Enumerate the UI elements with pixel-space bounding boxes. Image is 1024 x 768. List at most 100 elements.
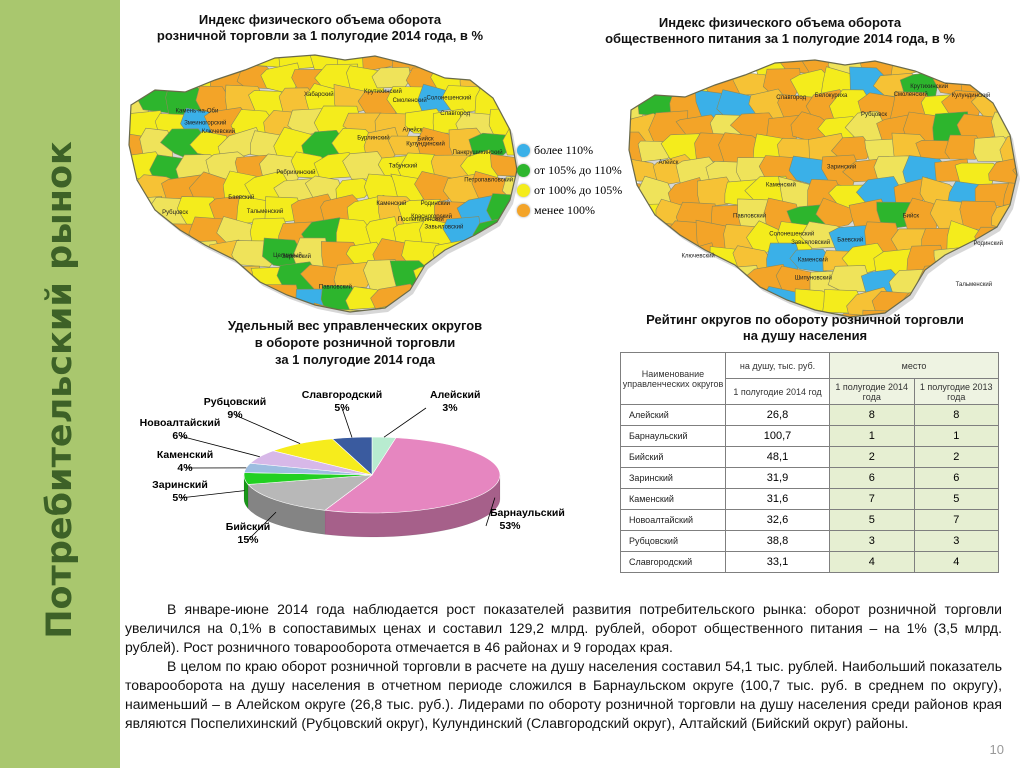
- pie-value-label: 15%: [237, 534, 259, 546]
- legend-label: от 100% до 105%: [534, 182, 623, 197]
- rating-place-2014: 7: [829, 488, 915, 510]
- map-label: Славгород: [440, 111, 470, 117]
- page-number: 10: [989, 742, 1004, 757]
- map-label: Тальменский: [247, 208, 283, 215]
- map-label: Кулундинский: [406, 140, 445, 147]
- map-label: Алейск: [659, 159, 679, 166]
- map-label: Тальменский: [956, 281, 992, 288]
- map-label: Баевский: [837, 237, 863, 244]
- header-period-1: 1 полугодие 2014 год: [725, 378, 830, 405]
- rating-place-2014: 8: [829, 404, 915, 426]
- map-label: Смоленский: [894, 91, 928, 98]
- pie-leader-line: [247, 511, 277, 541]
- legend-item: более 110%: [517, 140, 637, 160]
- map-label: Крутихинский: [910, 83, 948, 90]
- pie-category-label: Каменский: [157, 449, 213, 461]
- pie-value-label: 5%: [172, 492, 188, 504]
- legend-swatch: [517, 163, 530, 177]
- rating-district: Славгородский: [620, 551, 726, 573]
- rating-row: Славгородский 33,1 4 4: [620, 551, 999, 573]
- legend-swatch: [517, 143, 530, 157]
- map-label: Бийск: [417, 135, 434, 142]
- rating-value: 32,6: [725, 509, 830, 531]
- pie-value-label: 53%: [499, 520, 521, 532]
- pie-leader-line: [179, 435, 260, 458]
- map-label: Кулундинский: [952, 92, 991, 99]
- retail-map-title: Индекс физического объема оборота рознич…: [156, 12, 484, 43]
- legend-item: менее 100%: [517, 200, 637, 220]
- rating-place-2014: 2: [829, 446, 915, 468]
- map-label: Смоленский: [393, 97, 427, 104]
- catering-index-map: Крутихинский Заринский Тальменский Каменски…: [628, 59, 1020, 320]
- rating-row: Заринский 31,9 6 6: [620, 467, 999, 489]
- rating-district: Заринский: [620, 467, 726, 489]
- map-label: Змеиногорский: [184, 120, 226, 127]
- rating-row: Рубцовский 38,8 3 3: [620, 530, 999, 552]
- rating-row: Каменский 31,6 7 5: [620, 488, 999, 510]
- map-label: Солонешенский: [769, 231, 814, 238]
- pie-leader-line: [485, 497, 496, 527]
- rating-place-2013: 8: [913, 404, 999, 426]
- pie-leader-line: [179, 490, 245, 499]
- pie-category-label: Заринский: [152, 479, 208, 491]
- map-label: Рубцовск: [162, 210, 188, 216]
- pie-category-label: Барнаульский: [490, 507, 565, 519]
- rating-row: Барнаульский 100,7 1 1: [620, 425, 999, 447]
- rating-place-2013: 6: [913, 467, 999, 489]
- map-label: Славгород: [776, 95, 806, 101]
- map-label: Шипуновский: [795, 275, 832, 282]
- rating-district: Бийский: [620, 446, 726, 468]
- rating-district: Рубцовский: [620, 530, 726, 552]
- map-label: Завьяловский: [425, 223, 464, 230]
- rating-place-2014: 4: [829, 551, 915, 573]
- map-label: Поспелихинский: [398, 216, 444, 223]
- header-place: место: [829, 352, 999, 379]
- rating-district: Новоалтайский: [620, 509, 726, 531]
- map-label: Бийск: [903, 213, 920, 220]
- map-label: Каменский: [798, 256, 828, 263]
- rating-row: Бийский 48,1 2 2: [620, 446, 999, 468]
- rating-place-2013: 3: [913, 530, 999, 552]
- rating-value: 48,1: [725, 446, 830, 468]
- pie-chart-title: Удельный вес управленческих округов в об…: [227, 318, 483, 367]
- rating-place-2014: 5: [829, 509, 915, 531]
- map-label: Заринский: [827, 163, 856, 170]
- rating-value: 31,9: [725, 467, 830, 489]
- pie-category-label: Алейский: [430, 389, 480, 401]
- map-label: Камень-на-Оби: [176, 109, 219, 115]
- map-label: Ключевский: [682, 252, 715, 259]
- map-label: Петропавловский: [464, 177, 513, 184]
- pie-value-label: 6%: [172, 430, 188, 442]
- map-label: Павловский: [733, 213, 766, 220]
- header-period-2: 1 полугодие 2014 года: [829, 378, 915, 405]
- rating-place-2013: 4: [913, 551, 999, 573]
- map-label: Завьяловский: [791, 239, 830, 246]
- map-label: Целинный: [273, 252, 302, 259]
- map-label: Хабарский: [304, 91, 334, 98]
- pie-leader-line: [341, 407, 353, 438]
- map-label: Каменский: [376, 200, 406, 207]
- pie-value-label: 4%: [177, 462, 193, 474]
- pie-slice-3: [247, 474, 374, 511]
- rating-row: Алейский 26,8 8 8: [620, 404, 999, 426]
- map-label: Каменский: [766, 181, 796, 188]
- rating-value: 33,1: [725, 551, 830, 573]
- text-block: В январе-июне 2014 года наблюдается рост…: [125, 600, 1002, 733]
- rating-place-2014: 3: [829, 530, 915, 552]
- rating-value: 100,7: [725, 425, 830, 447]
- map-label: Табунский: [389, 163, 418, 170]
- map-label: Баевский: [228, 194, 254, 201]
- pie-slice-2: [324, 437, 501, 514]
- map-label: Ребрихинский: [276, 169, 315, 176]
- header-per-capita: на душу, тыс. руб.: [725, 352, 830, 379]
- header-name: Наименование управленческих округов: [620, 352, 726, 405]
- legend-item: от 105% до 110%: [517, 160, 637, 180]
- map-label: Панкрушихинский: [453, 149, 503, 156]
- map-label: Белокуриха: [815, 93, 848, 99]
- map-label: Бурлинский: [357, 134, 389, 141]
- legend-swatch: [517, 203, 530, 217]
- rating-place-2013: 5: [913, 488, 999, 510]
- retail-index-map: Крутихинский Заринский Панкрушихинский Каме…: [128, 54, 520, 315]
- pie-value-label: 3%: [442, 402, 458, 414]
- rating-place-2014: 1: [829, 425, 915, 447]
